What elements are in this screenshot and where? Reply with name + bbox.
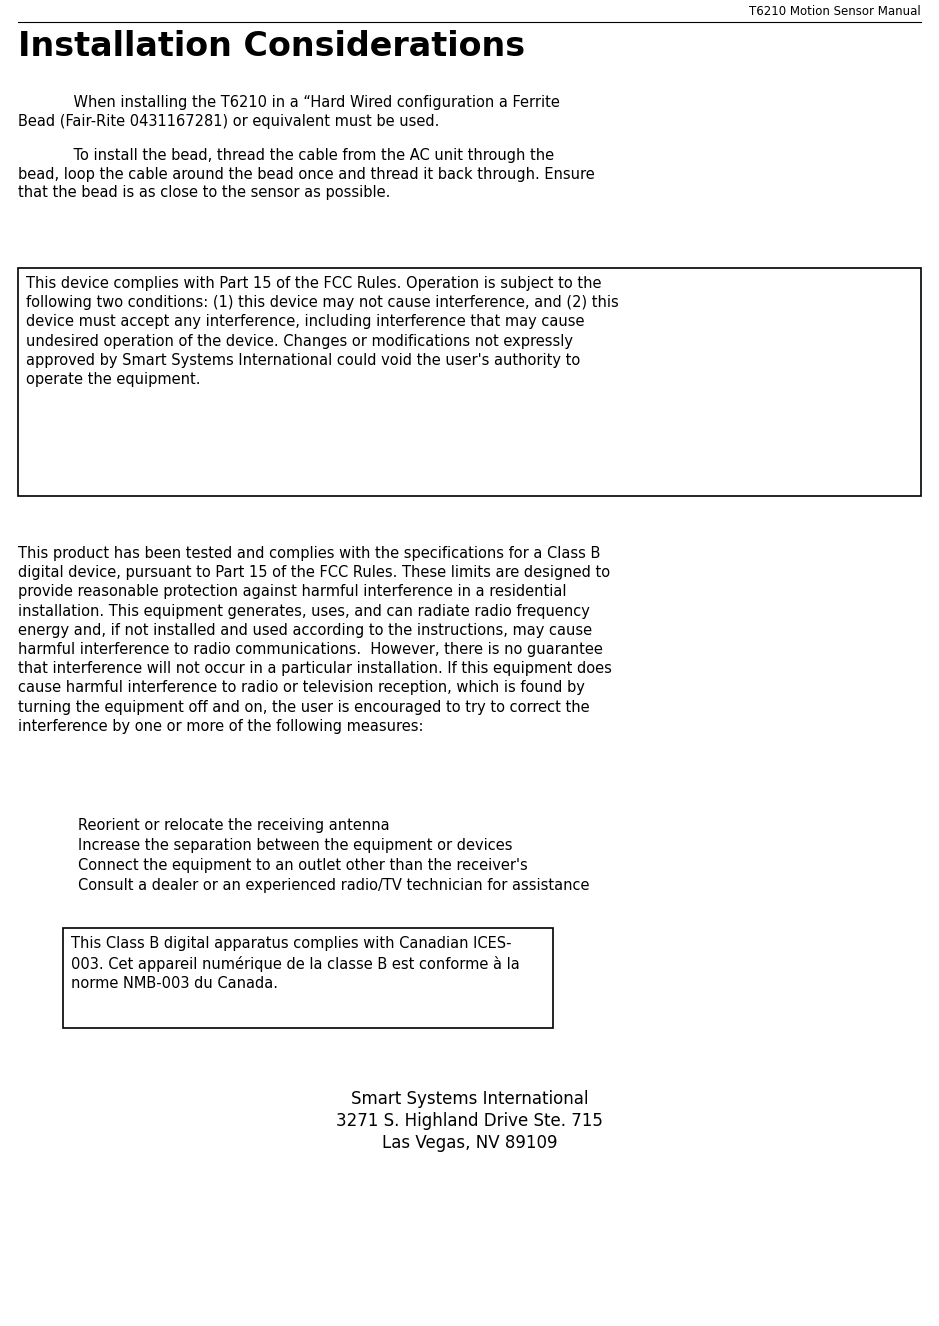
Text: To install the bead, thread the cable from the AC unit through the
bead, loop th: To install the bead, thread the cable fr… xyxy=(18,149,594,200)
Text: This Class B digital apparatus complies with Canadian ICES-
003. Cet appareil nu: This Class B digital apparatus complies … xyxy=(71,936,520,991)
Text: Las Vegas, NV 89109: Las Vegas, NV 89109 xyxy=(382,1134,557,1152)
Bar xyxy=(18,268,921,496)
Text: T6210 Motion Sensor Manual: T6210 Motion Sensor Manual xyxy=(749,5,921,19)
Text: Increase the separation between the equipment or devices: Increase the separation between the equi… xyxy=(78,838,513,853)
Text: When installing the T6210 in a “Hard Wired configuration a Ferrite
Bead (Fair-Ri: When installing the T6210 in a “Hard Wir… xyxy=(18,95,560,129)
Text: This device complies with Part 15 of the FCC Rules. Operation is subject to the
: This device complies with Part 15 of the… xyxy=(26,276,619,387)
Text: Reorient or relocate the receiving antenna: Reorient or relocate the receiving anten… xyxy=(78,818,390,833)
Text: This product has been tested and complies with the specifications for a Class B
: This product has been tested and complie… xyxy=(18,546,612,733)
Text: Smart Systems International: Smart Systems International xyxy=(351,1090,588,1109)
Text: Installation Considerations: Installation Considerations xyxy=(18,30,525,64)
Text: Connect the equipment to an outlet other than the receiver's: Connect the equipment to an outlet other… xyxy=(78,858,528,873)
Text: Consult a dealer or an experienced radio/TV technician for assistance: Consult a dealer or an experienced radio… xyxy=(78,878,590,892)
Text: 3271 S. Highland Drive Ste. 715: 3271 S. Highland Drive Ste. 715 xyxy=(336,1113,603,1130)
Bar xyxy=(63,928,553,1028)
